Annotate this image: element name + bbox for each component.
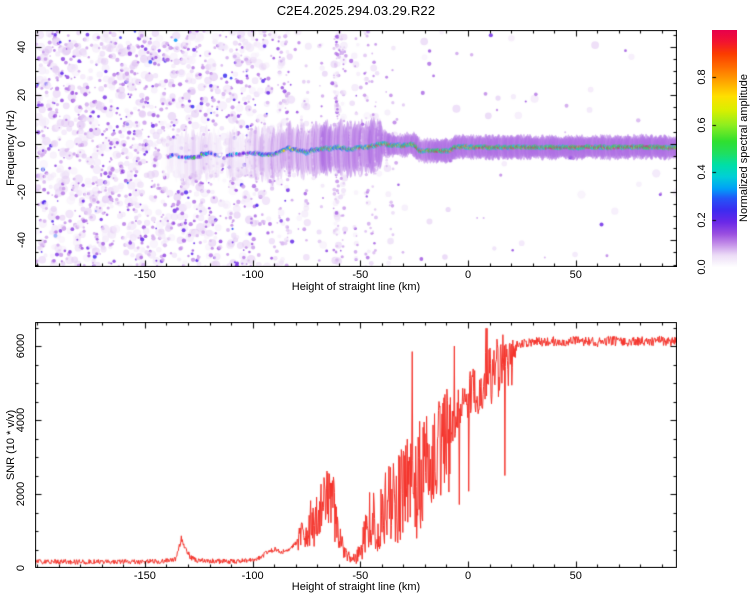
figure-title: C2E4.2025.294.03.29.R22 [276,3,436,18]
spectrogram-y-tick-label: -40 [16,232,28,249]
spectrogram-ylabel: Frequency (Hz) [5,110,17,186]
snr-x-tick-label: -100 [241,570,264,582]
snr-x-tick-label: -50 [352,570,369,582]
spectrogram-canvas [35,30,677,267]
colorbar-canvas [712,30,737,267]
colorbar-tick-label: 0.6 [696,117,708,133]
spectrogram-y-tick-label: 0 [16,140,28,147]
snr-y-tick-label: 0 [15,564,27,572]
spectrogram-x-tick-label: -100 [241,269,264,281]
snr-y-tick-label: 4000 [15,407,27,433]
colorbar-tick-label: 0.2 [696,211,708,228]
spectrogram-x-tick-label: -50 [352,269,369,281]
snr-xlabel: Height of straight line (km) [291,581,421,593]
colorbar-label: Normalized spectral amplitude [738,74,750,222]
colorbar-tick-label: 0.4 [696,164,708,180]
snr-x-tick-label: 50 [569,570,582,582]
spectrogram-x-tick-label: 50 [569,269,582,281]
spectrogram-x-tick-label: 0 [464,269,472,281]
snr-x-tick-label: 0 [464,570,472,582]
colorbar-tick-label: 0.8 [696,69,708,86]
spectrogram-y-tick-label: 20 [16,89,28,102]
spectrogram-x-tick-label: -150 [133,269,156,281]
spectrogram-y-tick-label: 40 [16,40,28,54]
snr-y-tick-label: 2000 [15,481,27,507]
spectrogram-xlabel: Height of straight line (km) [291,281,421,293]
spectrogram-y-tick-label: -20 [16,184,28,200]
colorbar-tick-label: 0.0 [696,259,708,275]
snr-y-tick-label: 6000 [15,333,27,359]
snr-canvas [35,322,677,568]
snr-x-tick-label: -150 [133,570,156,582]
